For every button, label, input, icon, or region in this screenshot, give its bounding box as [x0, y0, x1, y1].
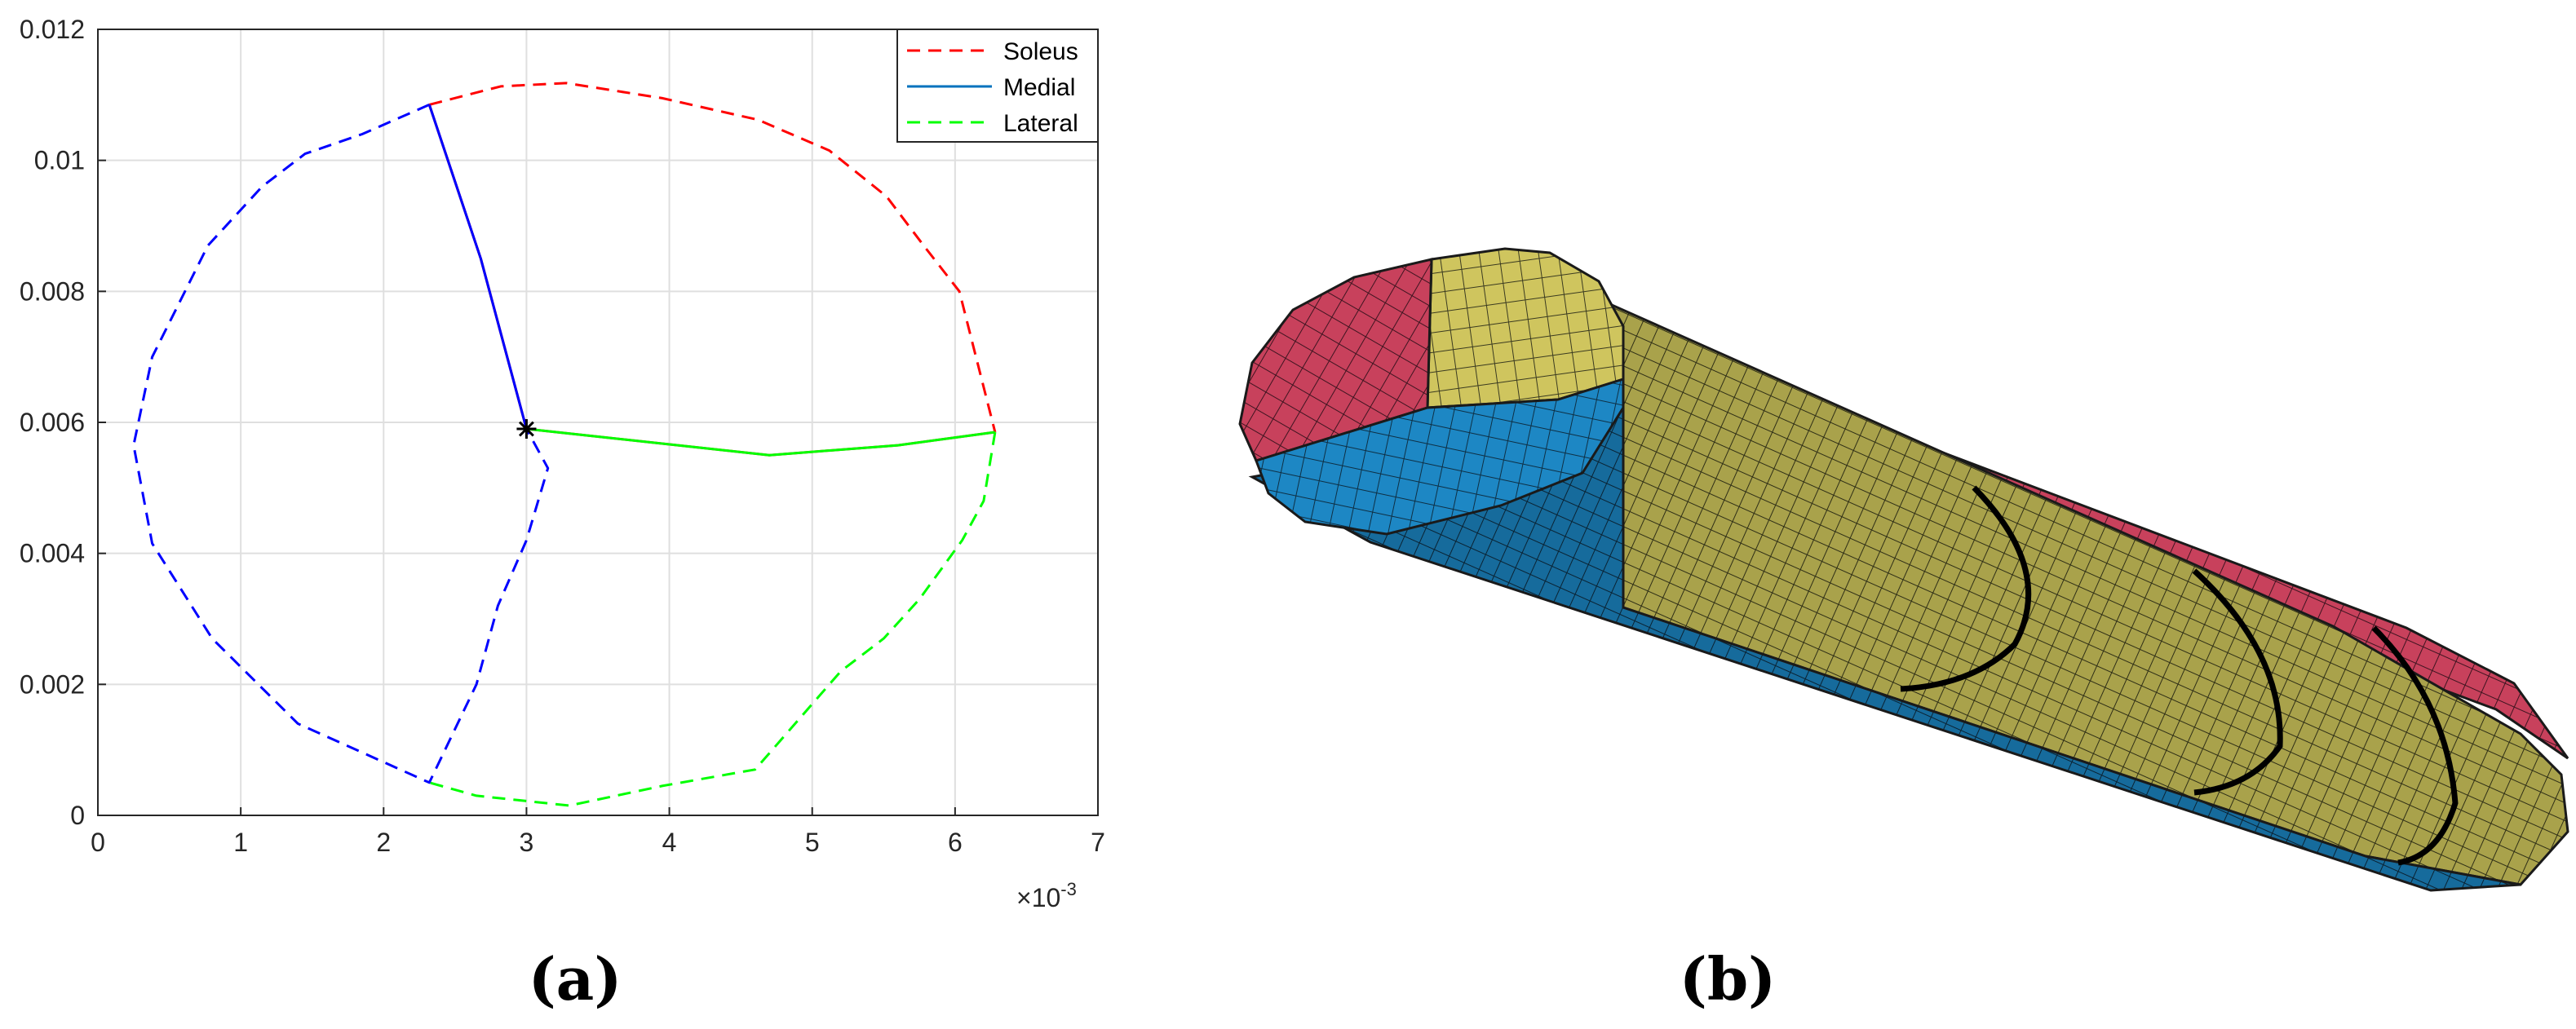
x-tick-label: 0 [91, 828, 105, 857]
chart-panel-a: 0 1 2 3 4 5 6 7 0 0.002 0.004 0.006 0.008 0.01 0.012 ×… [20, 15, 1105, 912]
mesh-panel-b [1238, 247, 2569, 892]
series-line-3 [427, 104, 528, 430]
series-line-2 [427, 104, 528, 430]
x-tick-label: 7 [1091, 828, 1105, 857]
mesh-endcap-yellow [1426, 247, 1625, 409]
y-tick-label: 0.01 [34, 146, 85, 175]
chart-legend: Soleus Medial Lateral [896, 29, 1099, 143]
mesh-cross-section-ring-1 [1900, 485, 2032, 692]
y-tick-label: 0.006 [20, 408, 85, 437]
x-tick-label: 4 [662, 828, 677, 857]
series-line-5 [428, 431, 997, 807]
center-marker [516, 419, 537, 439]
legend-label: Soleus [1003, 38, 1078, 65]
svg-text:×10-3: ×10-3 [1016, 879, 1077, 912]
mesh-bottom-blue-band [1248, 406, 2521, 892]
chart-grid [97, 29, 1099, 816]
x-exponent-label: ×10-3 [1016, 879, 1077, 912]
series-line-0 [428, 82, 997, 433]
y-tick-label: 0.008 [20, 276, 85, 306]
mesh-cross-section-ring-3 [2371, 625, 2459, 866]
y-tick-label: 0 [70, 801, 85, 830]
y-tick-label: 0.002 [20, 669, 85, 699]
series-line-4 [427, 104, 528, 430]
y-tick-label: 0.004 [20, 539, 85, 568]
x-tick-label: 1 [233, 828, 248, 857]
legend-label: Medial [1003, 74, 1075, 101]
legend-label: Lateral [1003, 110, 1078, 137]
marker-stroke [518, 421, 534, 437]
x-tick-label: 2 [376, 828, 391, 857]
chart-series [132, 82, 997, 807]
axis-ticks: 0 1 2 3 4 5 6 7 0 0.002 0.004 0.006 0.008 0.01 0.012 [20, 15, 1105, 857]
mesh-endcap-blue [1255, 377, 1625, 536]
mesh-cross-section-ring-2 [2192, 568, 2283, 796]
y-tick-label: 0.012 [20, 15, 85, 44]
x-tick-label: 3 [520, 828, 534, 857]
caption-a: (a) [529, 944, 622, 1014]
mesh-top-yellow-band [1580, 289, 2569, 886]
series-line-7 [526, 427, 996, 457]
series-line-1 [132, 104, 550, 784]
x-tick-label: 5 [805, 828, 820, 857]
x-tick-label: 6 [948, 828, 963, 857]
caption-b: (b) [1680, 944, 1776, 1014]
